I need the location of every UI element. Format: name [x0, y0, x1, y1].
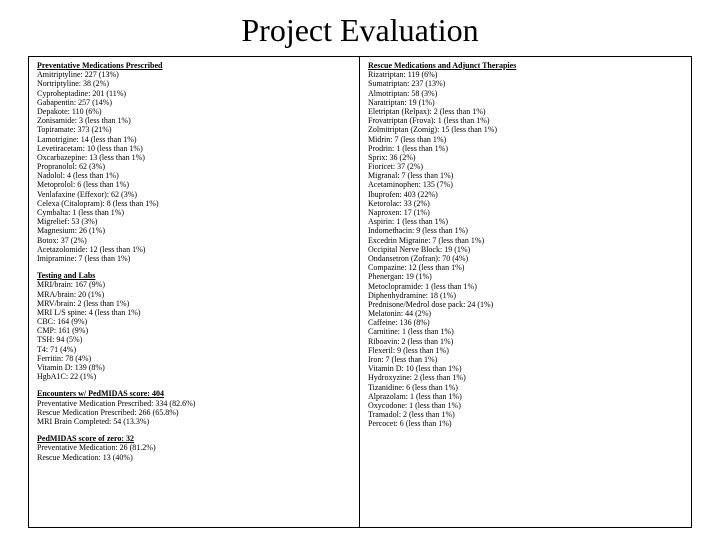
data-row: MRI L/S spine: 4 (less than 1%) — [37, 308, 351, 317]
data-row: Gabapentin: 257 (14%) — [37, 98, 351, 107]
data-row: Venlafaxine (Effexor): 62 (3%) — [37, 190, 351, 199]
data-row: Indomethacin: 9 (less than 1%) — [368, 226, 683, 235]
data-row: Iron: 7 (less than 1%) — [368, 355, 683, 364]
data-row: Ketorolac: 33 (2%) — [368, 199, 683, 208]
data-row: Metoclopramide: 1 (less than 1%) — [368, 282, 683, 291]
data-row: Tizanidine: 6 (less than 1%) — [368, 383, 683, 392]
data-row: Preventative Medication: 26 (81.2%) — [37, 443, 351, 452]
data-row: Migrelief: 53 (3%) — [37, 217, 351, 226]
data-row: MRI Brain Completed: 54 (13.3%) — [37, 417, 351, 426]
data-row: Almotriptan: 58 (3%) — [368, 89, 683, 98]
data-row: Percocet: 6 (less than 1%) — [368, 419, 683, 428]
data-row: Naproxen: 17 (1%) — [368, 208, 683, 217]
data-row: Vitamin D: 10 (less than 1%) — [368, 364, 683, 373]
data-row: Hydroxyzine: 2 (less than 1%) — [368, 373, 683, 382]
data-row: Diphenhydramine: 18 (1%) — [368, 291, 683, 300]
data-row: Acetazolomide: 12 (less than 1%) — [37, 245, 351, 254]
data-row: Tramadol: 2 (less than 1%) — [368, 410, 683, 419]
data-row: Eletriptan (Relpax): 2 (less than 1%) — [368, 107, 683, 116]
section-heading: Testing and Labs — [37, 271, 351, 280]
data-row: Excedrin Migraine: 7 (less than 1%) — [368, 236, 683, 245]
data-row: CBC: 164 (9%) — [37, 317, 351, 326]
data-row: Occipital Nerve Block: 19 (1%) — [368, 245, 683, 254]
data-row: Compazine: 12 (less than 1%) — [368, 263, 683, 272]
data-row: Migranal: 7 (less than 1%) — [368, 171, 683, 180]
data-row: Amitriptyline: 227 (13%) — [37, 70, 351, 79]
data-row: Propranolol: 62 (3%) — [37, 162, 351, 171]
data-row: Acetaminophen: 135 (7%) — [368, 180, 683, 189]
data-row: Alprazolam: 1 (less than 1%) — [368, 392, 683, 401]
data-row: Zolmitriptan (Zomig): 15 (less than 1%) — [368, 125, 683, 134]
data-row: Magnesium: 26 (1%) — [37, 226, 351, 235]
data-row: Oxycodone: 1 (less than 1%) — [368, 401, 683, 410]
data-row: Botox: 37 (2%) — [37, 236, 351, 245]
data-row: Oxcarbazepine: 13 (less than 1%) — [37, 153, 351, 162]
data-row: Celexa (Citalopram): 8 (less than 1%) — [37, 199, 351, 208]
data-row: Sprix: 36 (2%) — [368, 153, 683, 162]
data-row: Cymbalta: 1 (less than 1%) — [37, 208, 351, 217]
data-row: Nortriptyline: 38 (2%) — [37, 79, 351, 88]
data-row: Ibuprofen: 403 (22%) — [368, 190, 683, 199]
content-box: Preventative Medications PrescribedAmitr… — [28, 56, 692, 528]
data-row: Fioricet: 37 (2%) — [368, 162, 683, 171]
data-row: Metoprolol: 6 (less than 1%) — [37, 180, 351, 189]
data-row: Frovatriptan (Frova): 1 (less than 1%) — [368, 116, 683, 125]
data-row: Vitamin D: 139 (8%) — [37, 363, 351, 372]
data-row: Melatonin: 44 (2%) — [368, 309, 683, 318]
data-row: Flexeril: 9 (less than 1%) — [368, 346, 683, 355]
data-row: Prodrin: 1 (less than 1%) — [368, 144, 683, 153]
section-heading: Rescue Medications and Adjunct Therapies — [368, 61, 683, 70]
data-row: Rizatriptan: 119 (6%) — [368, 70, 683, 79]
data-row: Caffeine: 136 (8%) — [368, 318, 683, 327]
data-row: Nadolol: 4 (less than 1%) — [37, 171, 351, 180]
data-row: Prednisone/Medrol dose pack: 24 (1%) — [368, 300, 683, 309]
page-title: Project Evaluation — [0, 0, 720, 55]
data-row: Riboavin: 2 (less than 1%) — [368, 337, 683, 346]
data-row: Cyproheptadine: 201 (11%) — [37, 89, 351, 98]
data-row: Phenergan: 19 (1%) — [368, 272, 683, 281]
left-column: Preventative Medications PrescribedAmitr… — [29, 57, 360, 527]
data-row: MRA/brain: 20 (1%) — [37, 290, 351, 299]
data-row: Rescue Medication: 13 (40%) — [37, 453, 351, 462]
data-row: Lamotrigine: 14 (less than 1%) — [37, 135, 351, 144]
data-row: Topiramate: 373 (21%) — [37, 125, 351, 134]
data-row: Imipramine: 7 (less than 1%) — [37, 254, 351, 263]
data-row: Depakote: 110 (6%) — [37, 107, 351, 116]
section-heading: Preventative Medications Prescribed — [37, 61, 351, 70]
data-row: Ferritin: 78 (4%) — [37, 354, 351, 363]
data-row: TSH: 94 (5%) — [37, 335, 351, 344]
data-row: Levetiracetam: 10 (less than 1%) — [37, 144, 351, 153]
section-heading: Encounters w/ PedMIDAS score: 404 — [37, 389, 351, 398]
data-row: Midrin: 7 (less than 1%) — [368, 135, 683, 144]
data-row: T4: 71 (4%) — [37, 345, 351, 354]
data-row: Ondansetron (Zofran): 70 (4%) — [368, 254, 683, 263]
data-row: Naratriptan: 19 (1%) — [368, 98, 683, 107]
data-row: Zonisamide: 3 (less than 1%) — [37, 116, 351, 125]
data-row: HgbA1C: 22 (1%) — [37, 372, 351, 381]
data-row: Sumatriptan: 237 (13%) — [368, 79, 683, 88]
data-row: Aspirin: 1 (less than 1%) — [368, 217, 683, 226]
data-row: CMP: 161 (9%) — [37, 326, 351, 335]
data-row: MRV/brain: 2 (less than 1%) — [37, 299, 351, 308]
data-row: Rescue Medication Prescribed: 266 (65.8%… — [37, 408, 351, 417]
right-column: Rescue Medications and Adjunct Therapies… — [360, 57, 691, 527]
data-row: Preventative Medication Prescribed: 334 … — [37, 399, 351, 408]
data-row: Carnitine: 1 (less than 1%) — [368, 327, 683, 336]
data-row: MRI/brain: 167 (9%) — [37, 280, 351, 289]
section-heading: PedMIDAS score of zero: 32 — [37, 434, 351, 443]
